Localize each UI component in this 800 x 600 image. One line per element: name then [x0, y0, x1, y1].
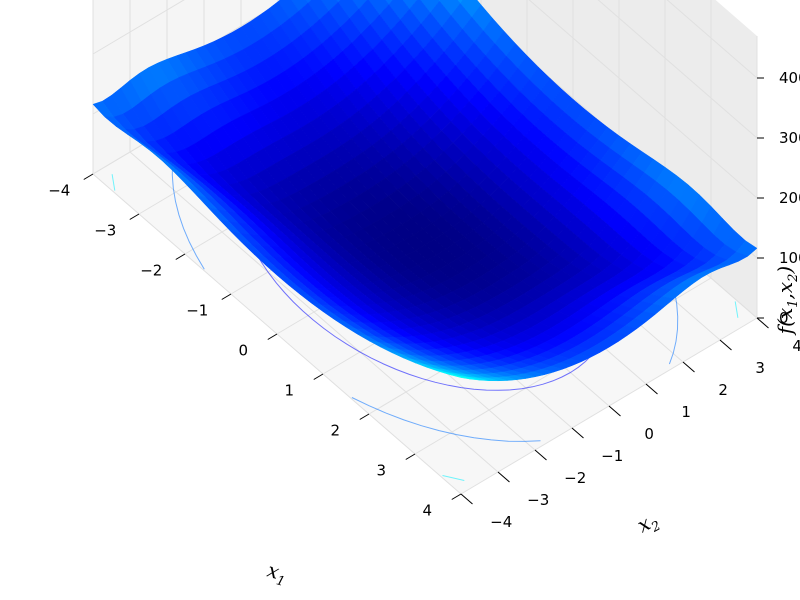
y-tick: [534, 449, 547, 461]
z-tick-label: 200: [779, 189, 800, 207]
y-tick: [460, 493, 473, 505]
surface-patch: [305, 0, 312, 4]
surface-patch: [457, 0, 464, 4]
y-tick-label: −1: [601, 447, 623, 465]
contour-line: [442, 475, 465, 481]
x-tick-label: −4: [48, 182, 70, 200]
x-tick-label: 1: [284, 382, 294, 400]
z-axis-label: f(x1,x2): [773, 266, 800, 337]
contour-line: [111, 174, 116, 191]
contour-line: [351, 397, 541, 442]
surface-mesh: [92, 0, 758, 382]
x-tick-label: 2: [330, 422, 340, 440]
x-tick-label: 3: [376, 462, 386, 480]
z-tick-label: 300: [779, 129, 800, 147]
y-axis-label: x2: [633, 507, 663, 541]
x-tick: [221, 293, 232, 300]
x-tick: [267, 333, 278, 340]
x-tick: [83, 173, 94, 180]
x-tick: [313, 373, 324, 380]
z-tick-label: 0: [779, 309, 789, 327]
y-tick: [756, 317, 769, 329]
x-tick-label: −1: [186, 302, 208, 320]
x-tick: [451, 493, 462, 500]
y-tick-label: 1: [681, 403, 691, 421]
y-tick: [682, 361, 695, 373]
grid-line: [129, 151, 499, 473]
y-tick-label: −2: [564, 469, 586, 487]
x-tick: [129, 213, 140, 220]
y-tick-label: 4: [792, 337, 800, 355]
surface-patch: [336, 0, 341, 3]
surface-patch: [385, 0, 394, 6]
x-tick-label: −3: [94, 222, 116, 240]
y-tick-label: 2: [718, 381, 728, 399]
y-tick-label: 3: [755, 359, 765, 377]
grid-line: [92, 0, 758, 199]
x-tick-label: −2: [140, 262, 162, 280]
y-tick: [571, 427, 584, 439]
contour-line: [734, 301, 739, 318]
x-tick: [405, 453, 416, 460]
x-tick-label: 0: [238, 342, 248, 360]
surface-patch: [449, 374, 471, 380]
x-tick: [359, 413, 370, 420]
x-tick: [175, 253, 186, 260]
z-tick-label: 100: [779, 249, 800, 267]
y-tick: [497, 471, 510, 483]
y-tick-label: 0: [644, 425, 654, 443]
z-tick-label: 400: [779, 69, 800, 87]
y-tick-label: −3: [527, 491, 549, 509]
x-tick-label: 4: [422, 502, 432, 520]
y-tick-label: −4: [490, 513, 512, 531]
x-axis-label: x1: [264, 558, 291, 590]
grid-line: [597, 0, 758, 139]
y-tick: [608, 405, 621, 417]
y-tick: [719, 339, 732, 351]
y-tick: [645, 383, 658, 395]
